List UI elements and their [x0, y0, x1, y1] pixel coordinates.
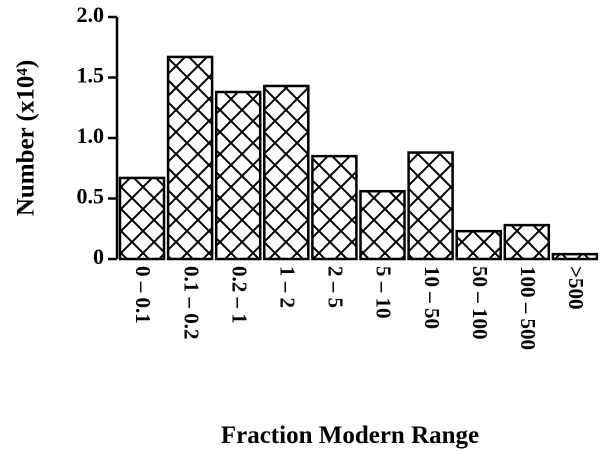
bar [214, 90, 262, 261]
x-tick-label: 2 – 5 [324, 266, 348, 308]
bar [455, 229, 502, 261]
y-tick-label: 2.0 [77, 2, 105, 27]
x-tick-label: >500 [564, 266, 588, 309]
bar [263, 84, 310, 261]
x-tick-label: 5 – 10 [372, 266, 396, 319]
bar [166, 55, 214, 261]
bars-group [118, 55, 599, 261]
y-axis: 0 0.5 1.0 1.5 2.0 [77, 2, 119, 269]
y-tick-label: 0.5 [77, 184, 105, 209]
y-tick-label: 0 [93, 244, 104, 269]
x-tick-label: 1 – 2 [275, 266, 299, 308]
y-tick-label: 1.5 [77, 63, 105, 88]
y-axis-title: Number (x10⁴) [13, 60, 40, 216]
x-tick-label: 0 – 0.1 [131, 266, 155, 324]
bar [359, 189, 406, 261]
bar [503, 223, 551, 261]
x-tick-label: 0.2 – 1 [227, 266, 251, 324]
x-tick-label: 100 – 500 [516, 266, 540, 350]
bar [551, 252, 599, 261]
x-axis: 0 – 0.1 0.1 – 0.2 0.2 – 1 1 – 2 2 – 5 5 – 10 1… [131, 266, 588, 350]
x-tick-label: 0.1 – 0.2 [179, 266, 203, 340]
bar [118, 176, 166, 261]
bar [311, 154, 358, 261]
y-tick-label: 1.0 [77, 123, 105, 148]
x-tick-label: 10 – 50 [420, 266, 444, 329]
x-axis-title: Fraction Modern Range [221, 422, 479, 449]
bar [407, 151, 454, 261]
x-tick-label: 50 – 100 [468, 266, 492, 340]
